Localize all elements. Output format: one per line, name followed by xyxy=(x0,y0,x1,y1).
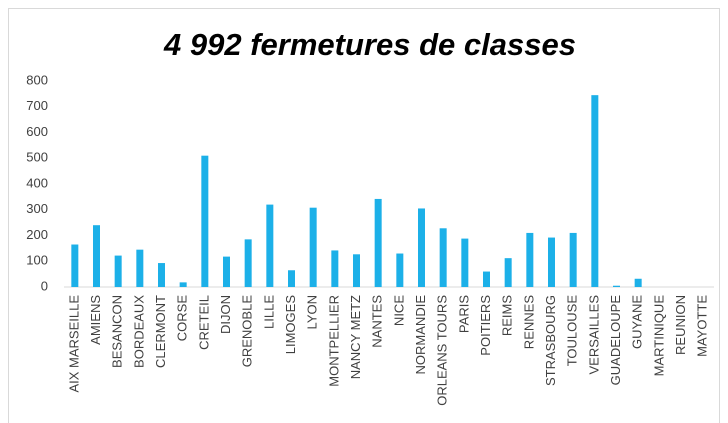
bar xyxy=(591,95,599,287)
bar xyxy=(114,255,122,287)
y-tick-label: 200 xyxy=(26,227,48,242)
bar xyxy=(179,282,187,287)
x-tick-label: BESANCON xyxy=(110,295,125,368)
y-tick-label: 600 xyxy=(26,124,48,139)
x-tick-label: TOULOUSE xyxy=(565,295,580,367)
x-tick-label: CLERMONT xyxy=(153,295,168,368)
x-tick-label: NANCY METZ xyxy=(348,295,363,379)
bar xyxy=(136,249,144,287)
x-tick-label: VERSAILLES xyxy=(586,295,601,375)
bar xyxy=(71,244,79,287)
bar xyxy=(288,270,295,287)
bar xyxy=(201,155,209,287)
x-tick-label: AMIENS xyxy=(88,295,103,345)
x-tick-label: AIX MARSEILLE xyxy=(66,295,81,393)
x-tick-label: PARIS xyxy=(456,295,471,333)
x-tick-label: CRETEIL xyxy=(196,295,211,350)
y-tick-label: 100 xyxy=(26,253,48,268)
y-tick-label: 300 xyxy=(26,201,48,216)
y-tick-label: 700 xyxy=(26,98,48,113)
x-tick-label: MARTINIQUE xyxy=(651,295,666,377)
x-tick-label: LYON xyxy=(305,295,320,329)
x-tick-label: REUNION xyxy=(673,295,688,355)
bar xyxy=(374,198,382,287)
chart-frame xyxy=(8,8,720,423)
bar xyxy=(461,238,469,287)
bar xyxy=(266,204,274,287)
x-tick-label: POITIERS xyxy=(478,295,493,356)
y-tick-label: 500 xyxy=(26,150,48,165)
bar xyxy=(223,256,230,287)
bar xyxy=(353,254,360,287)
bar xyxy=(244,239,252,287)
chart-title: 4 992 fermetures de classes xyxy=(163,27,576,62)
x-tick-label: DIJON xyxy=(218,295,233,334)
x-tick-label: STRASBOURG xyxy=(543,295,558,386)
bar xyxy=(613,285,620,287)
x-tick-label: GUADELOUPE xyxy=(608,295,623,386)
x-tick-label: BORDEAUX xyxy=(131,295,146,368)
x-tick-label: NANTES xyxy=(370,295,385,348)
y-tick-label: 800 xyxy=(26,72,48,87)
x-tick-label: CORSE xyxy=(175,295,190,342)
x-tick-label: MONTPELLIER xyxy=(326,295,341,387)
x-tick-label: NICE xyxy=(391,295,406,326)
bar xyxy=(483,271,490,287)
y-tick-label: 0 xyxy=(41,278,48,293)
x-tick-label: ORLEANS TOURS xyxy=(435,295,450,406)
bar xyxy=(396,253,404,287)
x-tick-label: GUYANE xyxy=(630,295,645,349)
bar xyxy=(331,250,339,287)
x-tick-label: REIMS xyxy=(500,295,515,337)
bar xyxy=(309,207,317,287)
bar xyxy=(93,225,100,287)
x-tick-label: LILLE xyxy=(261,295,276,329)
bar xyxy=(634,278,642,287)
bar xyxy=(158,263,165,287)
x-tick-label: LIMOGES xyxy=(283,295,298,355)
x-tick-label: NORMANDIE xyxy=(413,295,428,375)
bar xyxy=(548,237,555,287)
bar xyxy=(418,208,425,287)
bar xyxy=(569,232,577,287)
x-tick-label: MAYOTTE xyxy=(695,295,710,357)
x-tick-label: RENNES xyxy=(521,295,536,350)
x-tick-label: GRENOBLE xyxy=(240,295,255,368)
bar xyxy=(439,228,447,287)
bar xyxy=(526,232,534,287)
y-tick-label: 400 xyxy=(26,175,48,190)
bar xyxy=(504,258,512,287)
